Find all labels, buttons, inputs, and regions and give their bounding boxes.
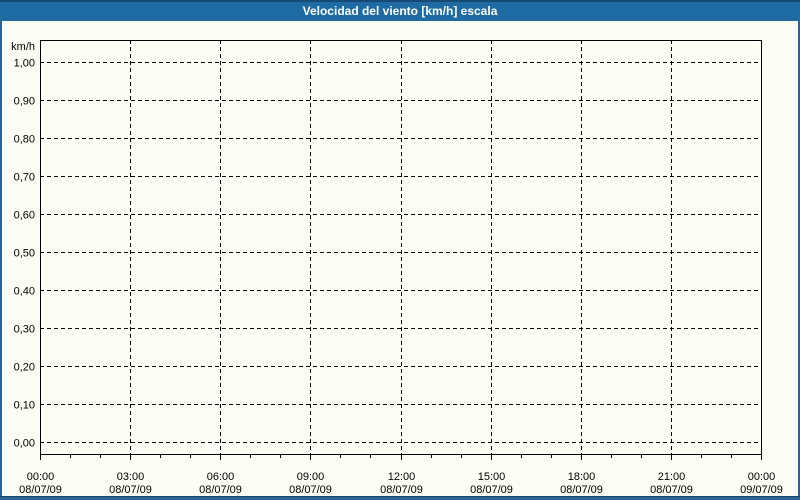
window-titlebar: Velocidad del viento [km/h] escala (0, 0, 800, 21)
x-tick-time-label: 12:00 (388, 471, 416, 483)
y-tick-label: 0,40 (14, 286, 35, 298)
x-tick-date-label: 08/07/09 (470, 484, 513, 496)
x-tick-date-label: 09/07/09 (740, 484, 783, 496)
x-tick-date-label: 08/07/09 (109, 484, 152, 496)
x-tick-time-label: 00:00 (27, 471, 55, 483)
y-tick-label: 0,30 (14, 324, 35, 336)
y-tick-label: 0,80 (14, 134, 35, 146)
y-tick-label: 0,50 (14, 248, 35, 260)
x-tick-time-label: 06:00 (207, 471, 235, 483)
x-tick-date-label: 08/07/09 (289, 484, 332, 496)
x-tick-time-label: 09:00 (297, 471, 325, 483)
y-tick-label: 0,70 (14, 172, 35, 184)
y-tick-label: 0,20 (14, 362, 35, 374)
x-tick-time-label: 00:00 (748, 471, 776, 483)
window-border-bottom (0, 496, 800, 500)
y-axis-unit-label: km/h (11, 41, 35, 53)
x-tick-date-label: 08/07/09 (199, 484, 242, 496)
window-border-right (798, 0, 800, 500)
y-tick-label: 1,00 (14, 58, 35, 70)
x-tick-time-label: 03:00 (117, 471, 145, 483)
x-tick-time-label: 18:00 (568, 471, 596, 483)
x-tick-date-label: 08/07/09 (19, 484, 62, 496)
x-tick-date-label: 08/07/09 (380, 484, 423, 496)
x-tick-date-label: 08/07/09 (650, 484, 693, 496)
x-tick-date-label: 08/07/09 (560, 484, 603, 496)
y-tick-label: 0,00 (14, 438, 35, 450)
y-tick-label: 0,90 (14, 96, 35, 108)
plot-border (40, 40, 762, 455)
window-border-left (0, 0, 2, 500)
window-title: Velocidad del viento [km/h] escala (302, 4, 498, 18)
y-tick-label: 0,60 (14, 210, 35, 222)
x-tick-time-label: 15:00 (478, 471, 506, 483)
y-tick-label: 0,10 (14, 400, 35, 412)
x-tick-time-label: 21:00 (658, 471, 686, 483)
